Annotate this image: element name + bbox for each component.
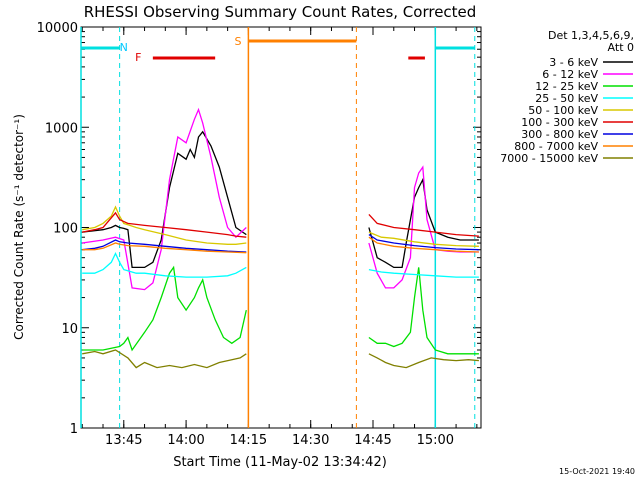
x-tick-label: 15:00 (417, 433, 454, 448)
legend-label: 100 - 300 keV (521, 116, 598, 129)
annotation-s: S (235, 35, 242, 48)
y-tick-label: 1 (70, 422, 78, 437)
series-line-6 (82, 234, 479, 253)
series-line-3 (82, 251, 479, 278)
annotation-f: F (135, 51, 141, 64)
series-line-1 (82, 107, 479, 291)
y-tick-label: 10 (61, 322, 78, 337)
series-line-4 (82, 205, 479, 247)
legend-label: 7000 - 15000 keV (500, 152, 598, 165)
footer-timestamp: 15-Oct-2021 19:40 (559, 467, 635, 476)
y-axis-label: Corrected Count Rate (s⁻¹ detector⁻¹) (12, 114, 26, 340)
y-tick-label: 1000 (45, 121, 78, 136)
annotation-n: N (120, 41, 128, 54)
series-line-7 (82, 236, 479, 254)
x-axis-label: Start Time (11-May-02 13:34:42) (173, 455, 387, 470)
legend-label: 50 - 100 keV (528, 104, 598, 117)
x-tick-label: 14:30 (292, 433, 329, 448)
legend-label: 300 - 800 keV (521, 128, 598, 141)
legend-label: 6 - 12 keV (542, 68, 598, 81)
chart-title: RHESSI Observing Summary Count Rates, Co… (84, 3, 477, 21)
legend-header-line-2: Att 0 (608, 41, 634, 54)
plot-area: 1 10 100 1000 10000 13:45 14:00 14:15 14:30 14:45… (37, 21, 482, 448)
legend-header-line-1: Det 1,3,4,5,6,9, (548, 29, 634, 42)
legend-label: 25 - 50 keV (535, 92, 598, 105)
y-tick-label: 100 (53, 222, 78, 237)
plot-frame (80, 26, 482, 429)
x-tick-label: 13:45 (105, 433, 142, 448)
series-line-0 (82, 130, 479, 269)
legend-label: 12 - 25 keV (535, 80, 598, 93)
series-line-2 (82, 265, 479, 355)
legend-label: 3 - 6 keV (549, 56, 598, 69)
series-line-8 (82, 349, 479, 369)
x-tick-label: 14:00 (167, 433, 204, 448)
x-tick-label: 14:45 (354, 433, 391, 448)
legend-label: 800 - 7000 keV (514, 140, 598, 153)
series-line-5 (82, 211, 479, 238)
x-tick-label: 14:15 (230, 433, 267, 448)
y-tick-label: 10000 (37, 21, 78, 36)
